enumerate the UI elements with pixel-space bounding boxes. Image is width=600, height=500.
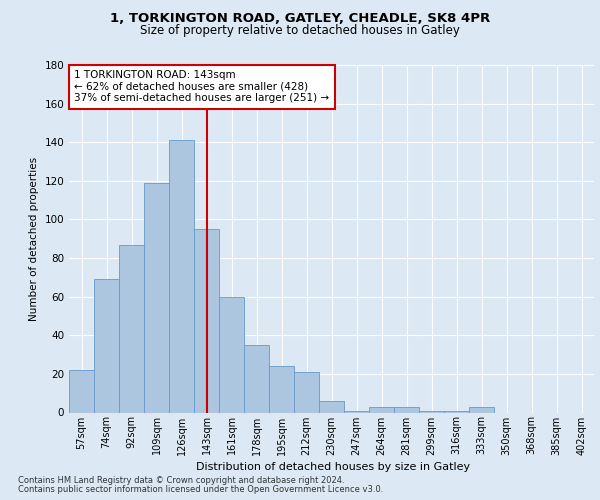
Bar <box>444 410 469 412</box>
Text: Contains public sector information licensed under the Open Government Licence v3: Contains public sector information licen… <box>18 485 383 494</box>
Bar <box>469 406 494 412</box>
Text: 1 TORKINGTON ROAD: 143sqm
← 62% of detached houses are smaller (428)
37% of semi: 1 TORKINGTON ROAD: 143sqm ← 62% of detac… <box>74 70 329 103</box>
Text: Size of property relative to detached houses in Gatley: Size of property relative to detached ho… <box>140 24 460 37</box>
Bar <box>344 410 369 412</box>
Bar <box>394 406 419 412</box>
Text: Contains HM Land Registry data © Crown copyright and database right 2024.: Contains HM Land Registry data © Crown c… <box>18 476 344 485</box>
Bar <box>319 401 344 412</box>
Text: Distribution of detached houses by size in Gatley: Distribution of detached houses by size … <box>196 462 470 472</box>
Bar <box>94 280 119 412</box>
Bar <box>369 406 394 412</box>
Bar <box>244 345 269 412</box>
Bar <box>219 296 244 412</box>
Bar <box>169 140 194 412</box>
Bar <box>119 244 144 412</box>
Bar <box>69 370 94 412</box>
Bar <box>269 366 294 412</box>
Bar <box>419 410 444 412</box>
Bar <box>294 372 319 412</box>
Bar <box>194 229 219 412</box>
Text: 1, TORKINGTON ROAD, GATLEY, CHEADLE, SK8 4PR: 1, TORKINGTON ROAD, GATLEY, CHEADLE, SK8… <box>110 12 490 26</box>
Y-axis label: Number of detached properties: Number of detached properties <box>29 156 39 321</box>
Bar <box>144 183 169 412</box>
